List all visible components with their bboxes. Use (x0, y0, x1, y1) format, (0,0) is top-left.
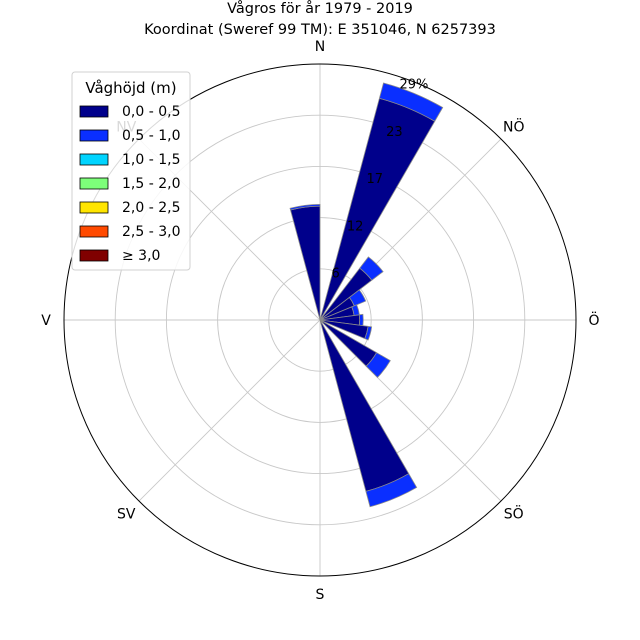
direction-label: Ö (588, 311, 599, 329)
radial-tick-label: 12 (347, 219, 364, 234)
legend-label: 0,0 - 0,5 (122, 104, 180, 120)
radial-tick-labels: 6 12 17 23 29% (331, 77, 428, 281)
legend-swatch (79, 129, 109, 142)
grid-spoke (138, 319, 321, 502)
legend-swatch (79, 153, 109, 166)
legend-swatch (79, 249, 109, 262)
legend-label: ≥ 3,0 (122, 248, 160, 264)
sector-bar-segment (348, 289, 367, 307)
legend-swatch (79, 225, 109, 238)
direction-label: SV (117, 507, 136, 523)
sector-bar-segment (378, 82, 444, 122)
radial-tick-label: 6 (331, 267, 339, 282)
sector-bar-segment (365, 352, 391, 378)
radial-tick-label: 29% (400, 77, 429, 92)
chart-title-line1: Vågros för år 1979 - 2019 (227, 0, 413, 17)
direction-label: N (315, 39, 325, 55)
legend-box (71, 71, 191, 271)
sector-bar-segment (319, 97, 436, 321)
radial-tick-label: 23 (386, 125, 403, 140)
legend-label: 1,5 - 2,0 (122, 176, 180, 192)
direction-label: SÖ (504, 505, 524, 523)
sector-bar-segment (289, 203, 321, 211)
chart-title-line2: Koordinat (Sweref 99 TM): E 351046, N 62… (144, 22, 496, 38)
sector-bar-segment (290, 205, 321, 321)
legend-label: 0,5 - 1,0 (122, 128, 180, 144)
wind-rose-bars (289, 82, 444, 508)
radial-tick-label: 17 (367, 172, 384, 187)
direction-label: V (41, 313, 51, 329)
legend: Våghöjd (m) 0,0 - 0,5 0,5 - 1,0 1,0 - 1,5 1,… (71, 71, 191, 271)
sector-bar-segment (364, 325, 373, 341)
sector-bar-segment (358, 313, 364, 327)
sector-bar-segment (365, 473, 418, 508)
legend-label: 2,0 - 2,5 (122, 200, 180, 216)
legend-swatch (79, 201, 109, 214)
sector-bar-segment (359, 256, 384, 281)
legend-title: Våghöjd (m) (85, 79, 176, 97)
direction-label: NÖ (503, 117, 525, 135)
legend-swatch (79, 177, 109, 190)
direction-label: S (316, 587, 325, 603)
outer-ring (63, 63, 577, 577)
legend-swatch (79, 105, 109, 118)
legend-label: 1,0 - 1,5 (122, 152, 180, 168)
legend-label: 2,5 - 3,0 (122, 224, 180, 240)
